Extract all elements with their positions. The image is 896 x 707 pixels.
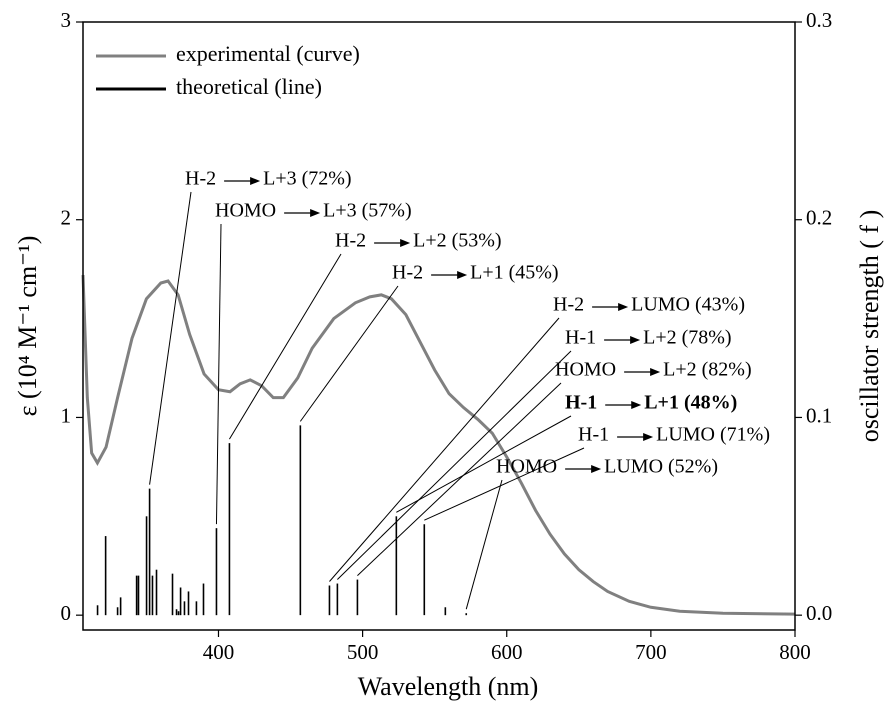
annotation-arrowhead <box>630 336 641 344</box>
annotation-arrowhead <box>643 433 654 441</box>
annotation-leader <box>357 382 562 576</box>
x-tick-label: 700 <box>635 640 667 664</box>
annotation-arrowhead <box>650 368 661 376</box>
plot-frame <box>82 21 796 631</box>
annotation-arrowhead <box>250 177 261 185</box>
annotation-to: L+2 (82%) <box>663 359 751 381</box>
x-tick-label: 500 <box>347 640 379 664</box>
annotation-to: L+3 (57%) <box>323 200 411 222</box>
annotation-from: H-1 <box>565 327 596 349</box>
annotation-leader <box>299 285 399 422</box>
annotation-from: H-2 <box>335 230 366 252</box>
annotation-arrowhead <box>631 401 642 409</box>
annotation-to: L+1 (48%) <box>644 392 737 414</box>
experimental-curve <box>81 275 796 616</box>
annotation-from: H-2 <box>185 168 216 190</box>
y2-tick-label: 0.0 <box>806 601 832 625</box>
annotation-to: L+1 (45%) <box>470 262 558 284</box>
y-axis-title: ε (10⁴ M⁻¹ cm⁻¹) <box>13 236 42 417</box>
y-tick-label: 2 <box>61 206 72 230</box>
annotation-leader <box>329 317 560 582</box>
annotation-from: H-1 <box>578 424 609 446</box>
annotation-leader <box>229 253 342 440</box>
annotation-arrowhead <box>457 271 468 279</box>
legend-label: experimental (curve) <box>176 41 360 66</box>
annotation-leader <box>149 191 192 485</box>
annotation-leader <box>215 223 222 525</box>
annotation-arrowhead <box>618 303 629 311</box>
annotation-arrowhead <box>310 209 321 217</box>
y-tick-label: 0 <box>61 601 72 625</box>
y2-tick-label: 0.1 <box>806 403 832 427</box>
x-tick-label: 400 <box>203 640 235 664</box>
annotation-to: LUMO (52%) <box>604 456 718 478</box>
annotation-arrowhead <box>400 239 411 247</box>
annotation-from: HOMO <box>555 359 616 381</box>
annotation-leader <box>337 350 572 580</box>
annotation-arrowhead <box>591 465 602 473</box>
legend-label: theoretical (line) <box>176 74 322 99</box>
x-tick-label: 600 <box>491 640 523 664</box>
annotation-from: H-2 <box>553 294 584 316</box>
annotation-from: HOMO <box>215 200 276 222</box>
plot-area <box>81 275 796 616</box>
annotation-leader <box>396 415 572 513</box>
annotation-to: L+3 (72%) <box>263 168 351 190</box>
annotation-to: LUMO (71%) <box>656 424 770 446</box>
annotation-leader <box>424 447 585 521</box>
x-axis-title: Wavelength (nm) <box>358 672 539 701</box>
y2-tick-label: 0.2 <box>806 206 832 230</box>
annotation-to: L+2 (53%) <box>413 230 501 252</box>
y2-tick-label: 0.3 <box>806 8 832 32</box>
y-tick-label: 1 <box>61 403 72 427</box>
x-tick-label: 800 <box>779 640 811 664</box>
annotation-from: H-1 <box>565 392 597 414</box>
annotation-from: HOMO <box>496 456 557 478</box>
annotation-to: L+2 (78%) <box>643 327 731 349</box>
y-tick-label: 3 <box>61 8 72 32</box>
y2-axis-title: oscillator strength ( f ) <box>855 210 884 443</box>
annotation-from: H-2 <box>392 262 423 284</box>
annotation-leader <box>465 479 503 610</box>
annotation-to: LUMO (43%) <box>631 294 745 316</box>
